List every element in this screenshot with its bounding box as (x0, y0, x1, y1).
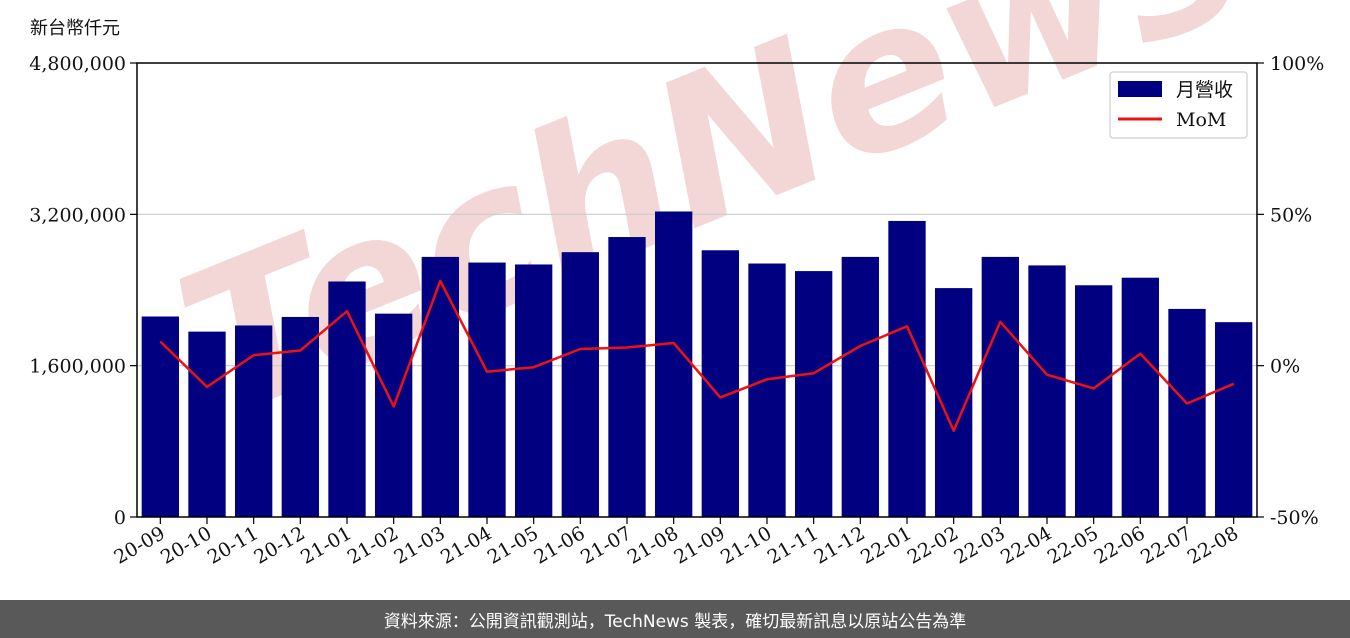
x-tick-label-21-04: 21-04 (437, 522, 495, 568)
x-tick-label-21-11: 21-11 (764, 522, 822, 568)
bar-21-01 (328, 281, 366, 517)
bar-21-08 (655, 211, 693, 517)
bar-22-06 (1121, 277, 1159, 517)
x-tick-label-22-01: 22-01 (857, 522, 915, 568)
x-tick-label-22-02: 22-02 (904, 522, 962, 568)
x-tick-label-20-10: 20-10 (157, 522, 215, 568)
source-footer: 資料來源：公開資訊觀測站，TechNews 製表，確切最新訊息以原站公告為準 (0, 600, 1350, 638)
mom-line (159, 279, 1235, 432)
bar-22-07 (1168, 308, 1206, 517)
y-right-tick-label: 50% (1270, 204, 1312, 226)
x-tick-label-22-06: 22-06 (1090, 522, 1148, 568)
chart-area: TechNews 0 1,600,000 3,200,000 4,800,000 -50%… (29, 0, 1324, 569)
y-left-tick-label: 4,800,000 (29, 53, 126, 75)
y-right-tick-label: 100% (1270, 53, 1324, 75)
bar-22-03 (981, 256, 1019, 517)
bar-21-10 (748, 263, 786, 517)
legend-label-revenue: 月營收 (1176, 79, 1233, 101)
x-tick-label-21-12: 21-12 (810, 522, 868, 568)
bar-21-12 (841, 256, 879, 517)
bar-20-11 (235, 325, 273, 517)
x-tick-label-21-10: 21-10 (717, 522, 775, 568)
y-left-tick-label: 3,200,000 (29, 204, 126, 226)
legend-swatch-bar (1118, 81, 1162, 97)
x-tick-label-21-06: 21-06 (530, 522, 588, 568)
legend-label-mom: MoM (1176, 109, 1226, 131)
x-tick-label-22-05: 22-05 (1044, 522, 1102, 568)
bar-21-04 (468, 262, 506, 517)
x-tick-label-22-07: 22-07 (1137, 522, 1195, 568)
bar-20-10 (188, 331, 226, 517)
x-tick-label-22-04: 22-04 (997, 522, 1055, 568)
x-tick-label-21-02: 21-02 (344, 522, 402, 568)
bar-22-04 (1028, 265, 1066, 517)
x-tick-label-21-09: 21-09 (670, 522, 728, 568)
bar-20-09 (141, 316, 179, 517)
x-tick-label-20-12: 20-12 (250, 522, 308, 568)
bar-22-08 (1215, 322, 1253, 517)
plot-frame (136, 62, 1258, 518)
x-tick-label-20-09: 20-09 (110, 522, 168, 568)
bar-20-12 (281, 316, 319, 517)
x-tick-label-21-03: 21-03 (390, 522, 448, 568)
x-tick-label-20-11: 20-11 (204, 522, 262, 568)
x-tick-label-21-05: 21-05 (484, 522, 542, 568)
bar-21-11 (795, 271, 833, 517)
bar-22-01 (888, 220, 926, 517)
bar-21-03 (421, 256, 459, 517)
bar-21-02 (375, 313, 413, 517)
bar-22-05 (1075, 285, 1113, 517)
bar-21-05 (515, 264, 553, 517)
y-right-tick-label: 0% (1270, 356, 1300, 378)
x-tick-label-22-08: 22-08 (1184, 522, 1242, 568)
x-tick-label-21-07: 21-07 (577, 522, 635, 568)
y-left-tick-label: 1,600,000 (29, 356, 126, 378)
x-tick-label-22-03: 22-03 (950, 522, 1008, 568)
x-tick-label-21-01: 21-01 (297, 522, 355, 568)
bar-21-07 (608, 237, 646, 518)
y-right-tick-label: -50% (1270, 507, 1319, 529)
y-axis-unit-label: 新台幣仟元 (30, 18, 120, 39)
x-tick-label-21-08: 21-08 (624, 522, 682, 568)
y-left-tick-label: 0 (114, 507, 126, 529)
bar-21-06 (561, 252, 599, 517)
chart-svg: TechNews01,600,0003,200,0004,800,000-50%… (29, 0, 1324, 569)
